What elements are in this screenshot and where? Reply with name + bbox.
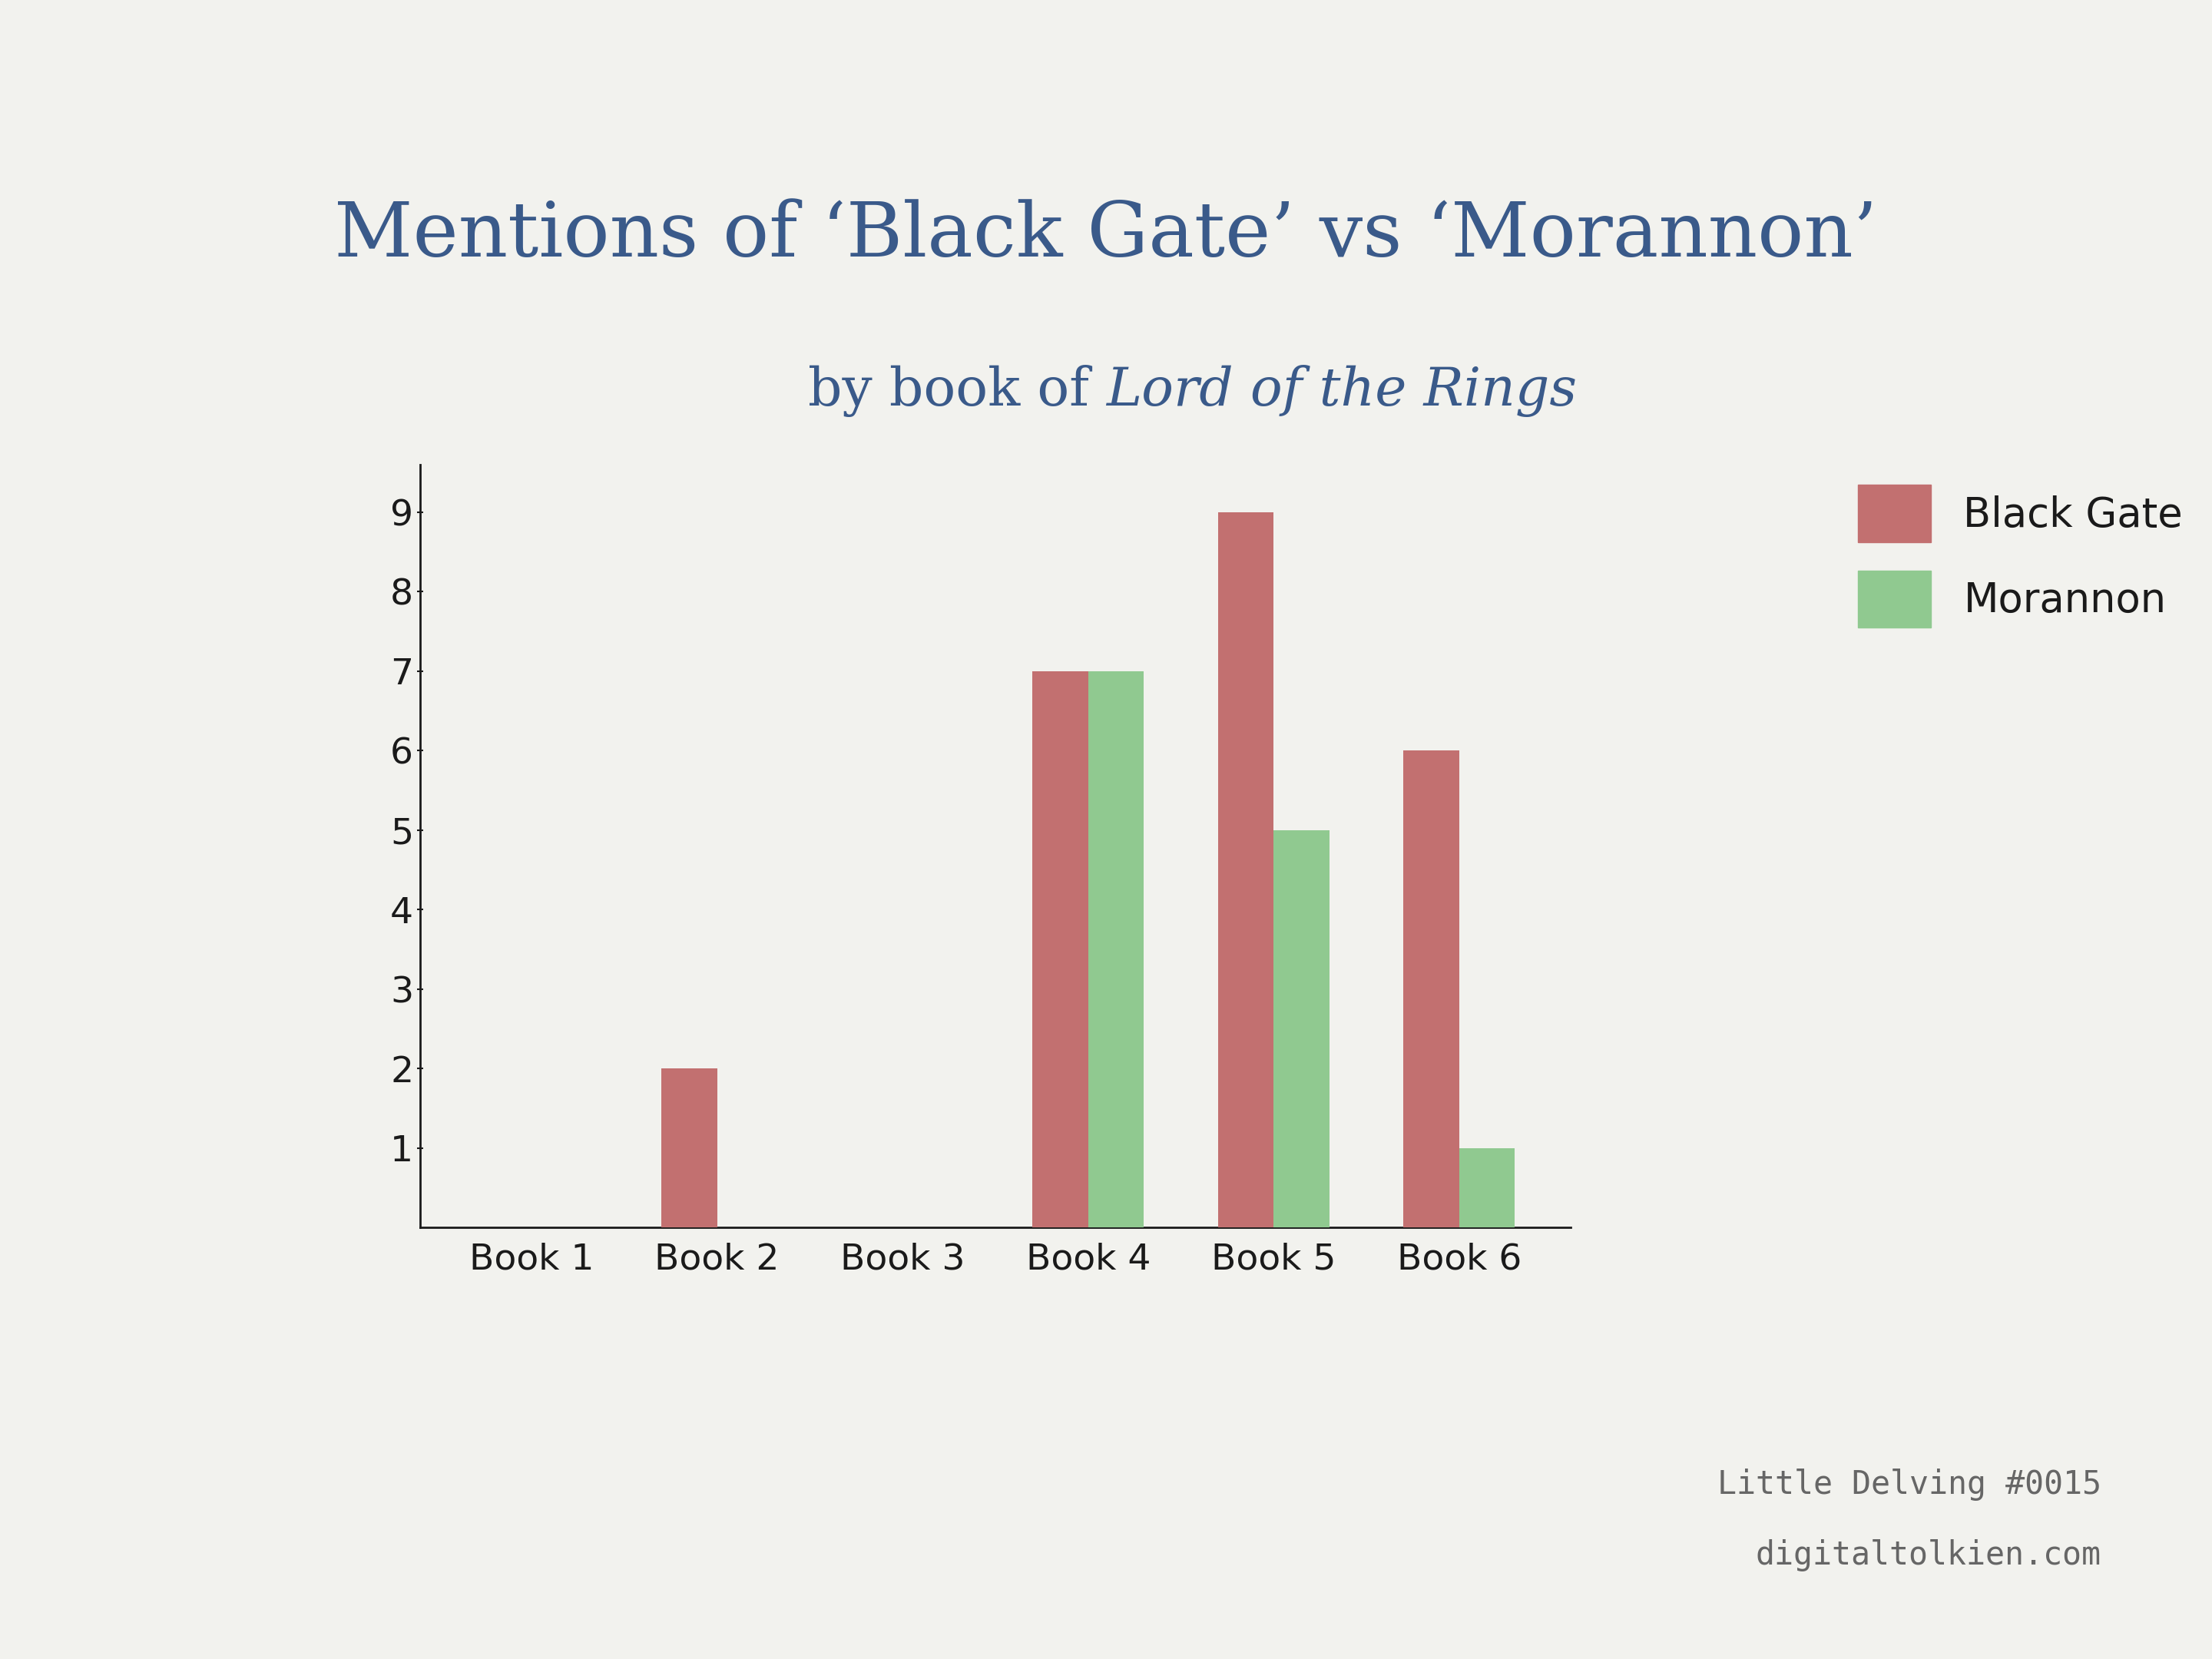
Bar [1033,672,1088,1228]
Text: Lord of the Rings: Lord of the Rings [1106,365,1577,416]
Bar [1219,513,1274,1228]
Bar [661,1068,717,1228]
Bar [1460,1148,1515,1228]
Text: Little Delving #0015: Little Delving #0015 [1717,1468,2101,1500]
Bar [1405,750,1460,1228]
Bar [1088,672,1144,1228]
Text: digitaltolkien.com: digitaltolkien.com [1756,1540,2101,1571]
Legend: Black Gate, Morannon: Black Gate, Morannon [1858,484,2183,627]
Text: Mentions of ‘Black Gate’ vs ‘Morannon’: Mentions of ‘Black Gate’ vs ‘Morannon’ [334,199,1878,272]
Bar [1274,830,1329,1228]
Text: by book of: by book of [807,365,1106,416]
